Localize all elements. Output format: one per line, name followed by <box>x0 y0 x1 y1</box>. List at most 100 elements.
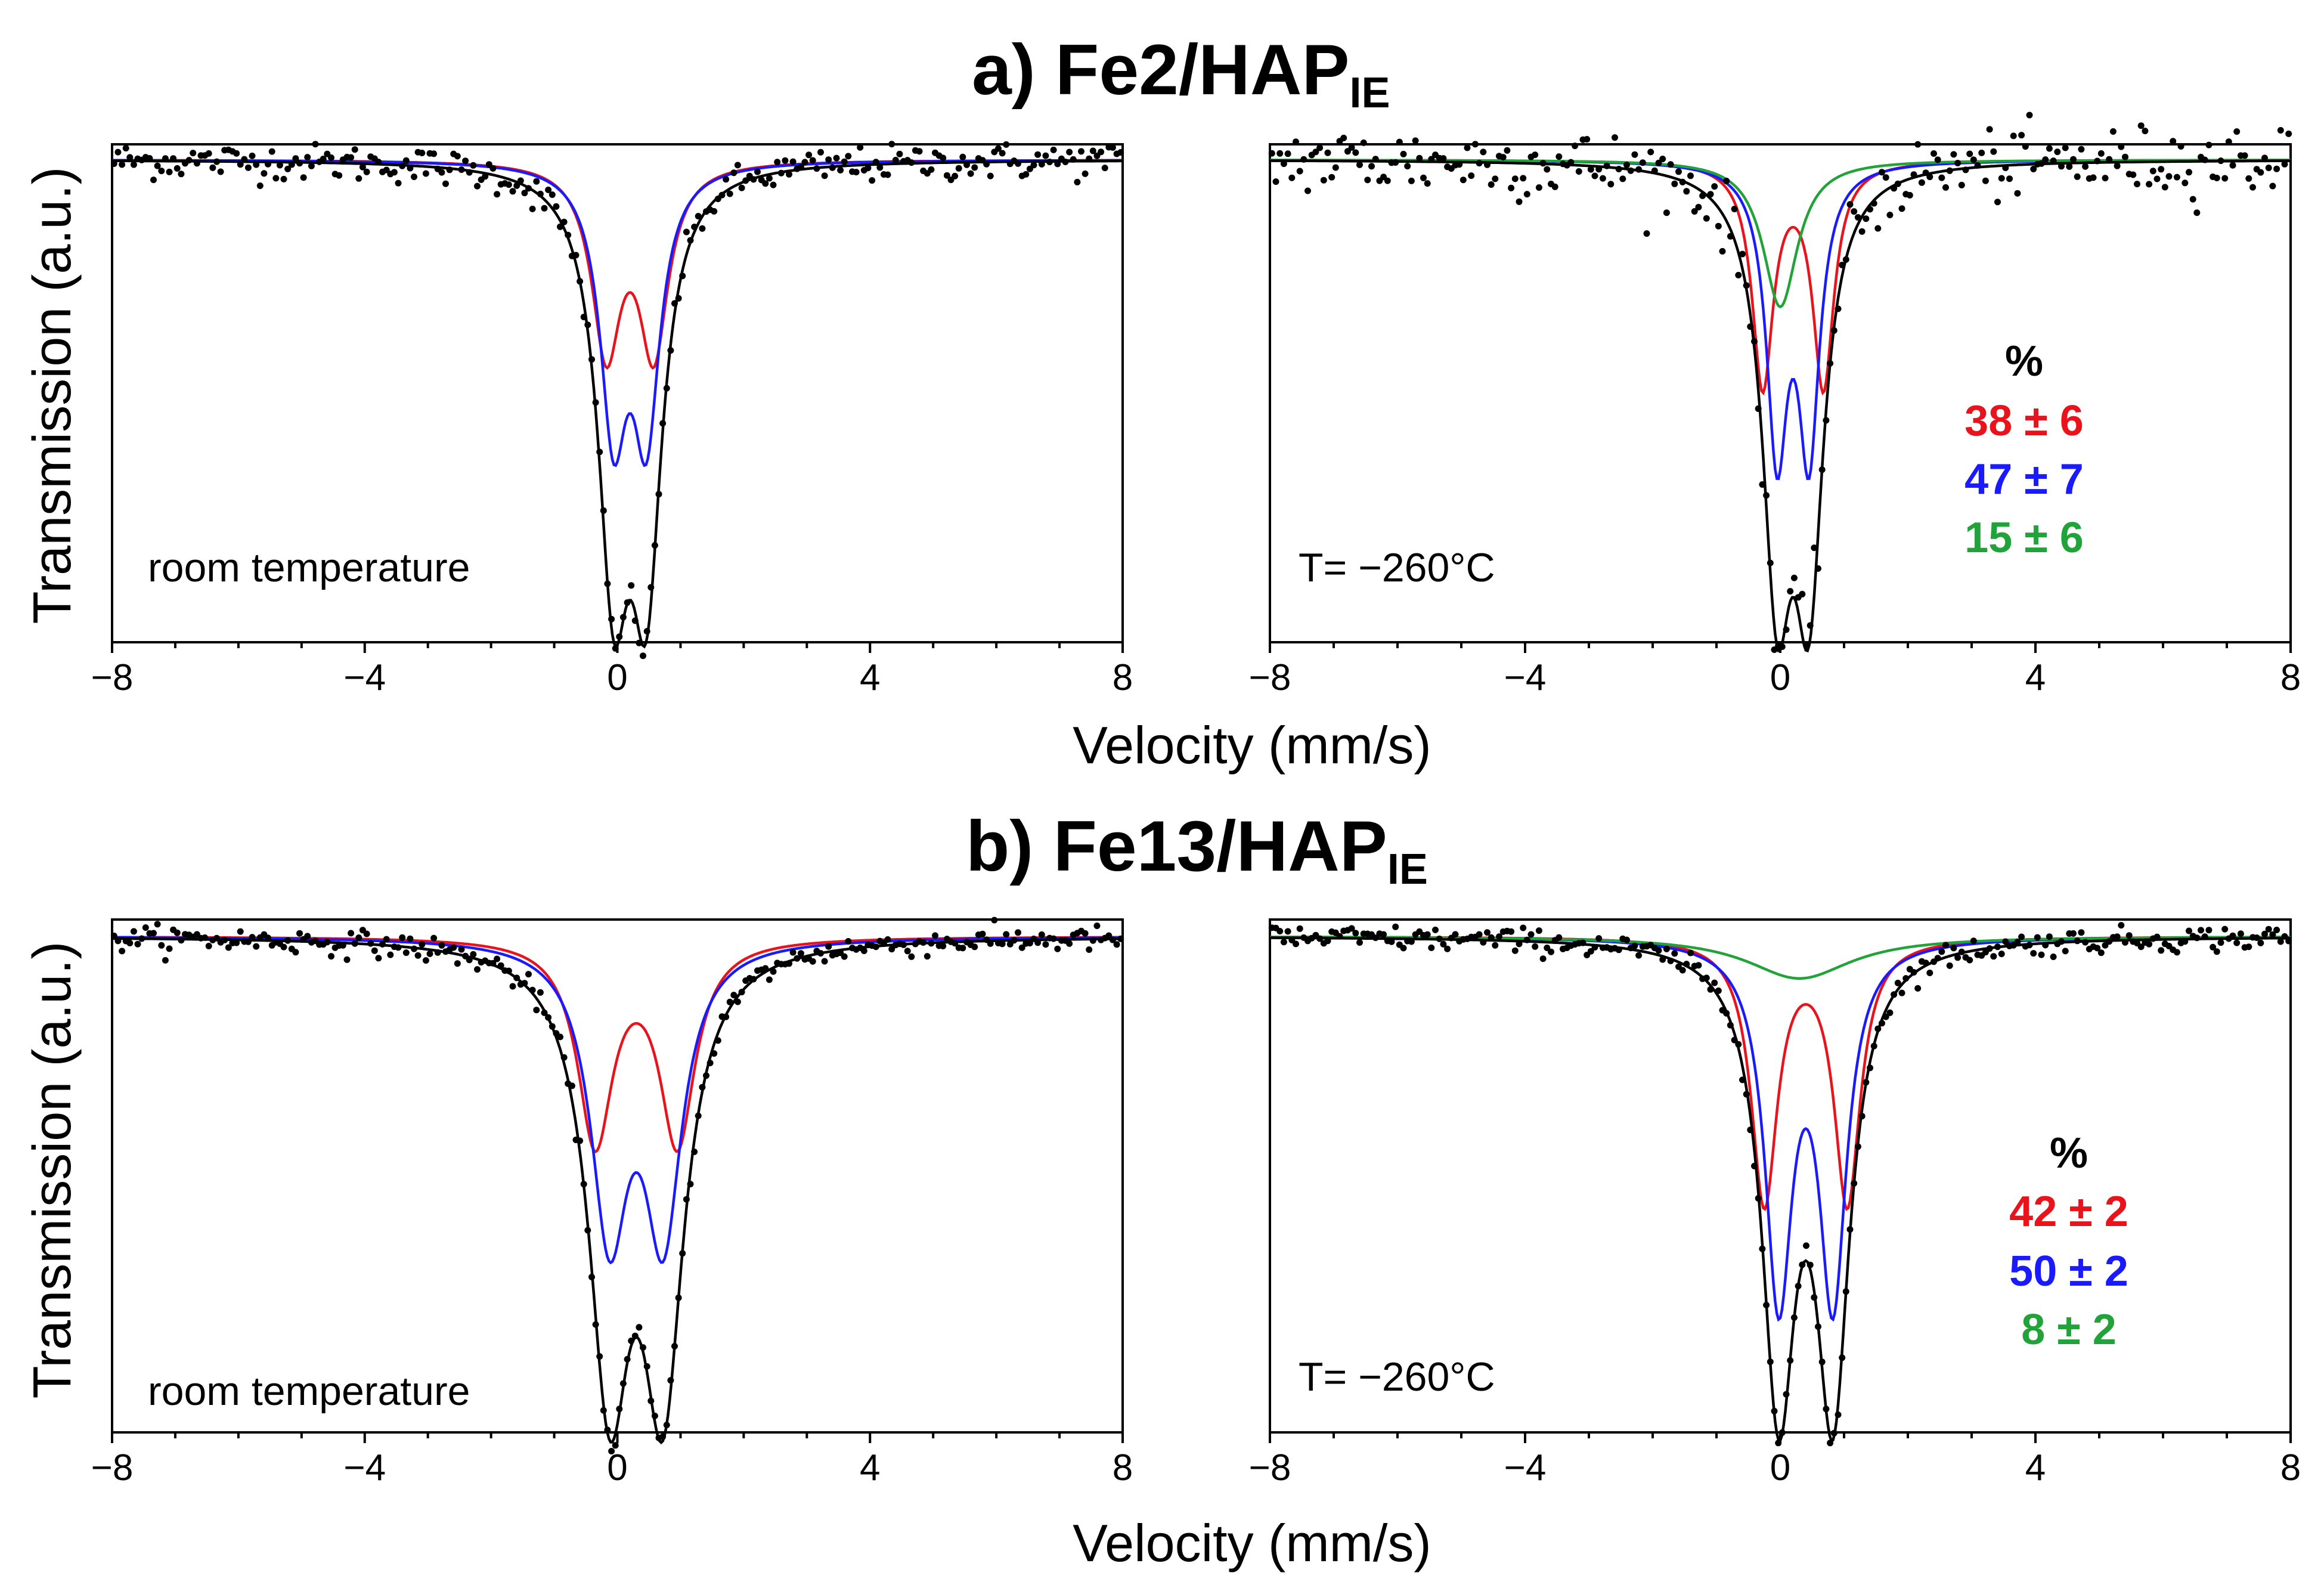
data-point <box>675 295 682 302</box>
data-point <box>1591 172 1598 179</box>
data-point <box>1671 180 1678 187</box>
data-point <box>1544 166 1551 173</box>
data-point <box>619 1380 627 1387</box>
data-point <box>2186 169 2192 176</box>
data-point <box>1879 1020 1885 1027</box>
data-point <box>399 162 406 169</box>
data-point <box>1771 1407 1778 1414</box>
data-point <box>205 943 212 949</box>
data-point <box>1539 955 1547 962</box>
fit-curve-black <box>111 937 1123 1445</box>
data-point <box>474 182 481 190</box>
data-point <box>343 956 351 963</box>
data-point <box>1815 565 1821 572</box>
data-point <box>142 924 149 931</box>
data-point <box>786 960 792 967</box>
data-point <box>1404 163 1411 170</box>
x-tick-label: 8 <box>2280 657 2301 698</box>
data-point <box>272 175 280 182</box>
data-point <box>1082 170 1089 177</box>
data-point <box>1492 175 1499 182</box>
data-point <box>213 934 220 942</box>
data-point <box>1070 156 1077 163</box>
data-point <box>541 205 548 212</box>
data-point <box>2193 934 2201 942</box>
data-point <box>1511 947 1519 954</box>
data-point <box>1003 141 1010 148</box>
data-point <box>1635 952 1643 959</box>
data-point <box>770 968 777 975</box>
data-point <box>1667 957 1674 964</box>
data-point <box>1392 923 1399 930</box>
data-point <box>1867 1064 1873 1072</box>
data-point <box>1623 936 1630 943</box>
data-point <box>292 949 299 956</box>
data-point <box>1842 256 1849 263</box>
data-point <box>395 944 402 951</box>
data-point <box>1272 178 1279 185</box>
data-point <box>2046 145 2053 152</box>
data-point <box>1268 150 1275 157</box>
data-point <box>280 175 287 182</box>
data-point <box>560 218 568 225</box>
data-point <box>2038 160 2045 167</box>
data-point <box>1934 156 1941 163</box>
percent-blue: 47 ± 7 <box>1964 456 2084 503</box>
data-point <box>1623 162 1630 169</box>
data-point <box>1898 205 1905 212</box>
data-point <box>1026 940 1033 947</box>
data-point <box>560 1054 568 1061</box>
data-point <box>1938 948 1945 955</box>
data-point <box>588 1274 595 1280</box>
data-point <box>1015 929 1021 936</box>
data-point <box>1520 175 1527 182</box>
data-point <box>521 980 528 987</box>
data-point <box>904 948 911 955</box>
data-point <box>860 948 867 954</box>
data-point <box>1950 151 1957 158</box>
data-point <box>130 928 137 935</box>
data-point <box>1683 961 1690 968</box>
data-point <box>604 580 611 587</box>
data-point <box>1723 178 1730 184</box>
data-point <box>1863 1079 1870 1086</box>
data-point <box>158 942 165 949</box>
data-point <box>280 943 287 951</box>
data-point <box>1098 148 1105 156</box>
data-point <box>2054 148 2061 156</box>
data-point <box>1739 250 1746 258</box>
data-point <box>521 190 528 197</box>
data-point <box>1978 149 1985 156</box>
percent-green: 8 ± 2 <box>2021 1306 2117 1354</box>
data-point <box>407 935 414 942</box>
data-point <box>336 172 343 179</box>
data-point <box>1086 946 1093 953</box>
data-point <box>1619 175 1626 182</box>
data-point <box>1117 149 1124 156</box>
data-point <box>825 156 832 163</box>
data-point <box>348 930 355 937</box>
data-point <box>1316 935 1324 942</box>
data-point <box>126 940 134 946</box>
data-point <box>130 161 137 168</box>
data-point <box>687 1181 694 1188</box>
data-point <box>1384 177 1391 184</box>
data-point <box>1958 948 1965 955</box>
data-point <box>1555 153 1563 160</box>
data-point <box>1296 925 1303 932</box>
data-point <box>1400 945 1407 952</box>
data-point <box>328 154 334 161</box>
data-point <box>955 165 962 172</box>
data-point <box>1288 174 1296 181</box>
data-point <box>1679 178 1686 185</box>
data-point <box>458 166 465 173</box>
data-point <box>628 582 635 589</box>
data-point <box>1492 942 1499 949</box>
data-point <box>659 420 667 427</box>
data-point <box>296 930 303 937</box>
data-point <box>1050 935 1057 942</box>
data-point <box>766 976 773 983</box>
data-point <box>1870 1042 1877 1050</box>
data-point <box>2261 154 2268 162</box>
data-point <box>541 1009 548 1016</box>
